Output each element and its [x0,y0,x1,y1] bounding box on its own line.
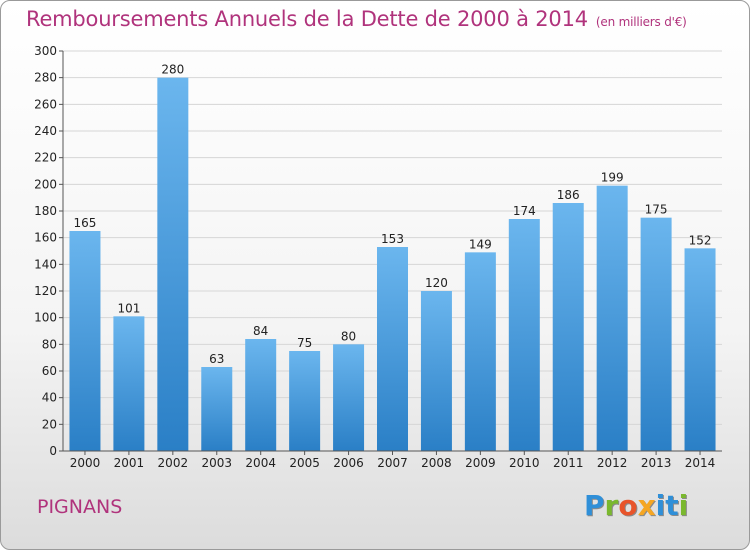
axes: 0 20 40 60 80 100 120 140 160 180 200 220 240 260 280 3… [34,44,722,470]
data-label: 149 [469,237,492,251]
x-tick-label: 2005 [289,456,320,470]
bar [113,316,145,451]
x-tick-label: 2002 [158,456,189,470]
y-tick-label: 140 [34,257,57,271]
data-label: 186 [557,188,580,202]
logo-letter: P [584,489,605,522]
bar [640,217,672,451]
chart-unit: (en milliers d'€) [595,15,687,29]
logo-letter: r [604,489,619,522]
logo-letter: i [655,489,666,522]
bar [377,247,408,451]
bar [596,185,628,451]
x-tick-label: 2003 [201,456,232,470]
y-tick-label: 260 [34,97,57,111]
y-tick-label: 100 [34,311,57,325]
y-tick-label: 220 [34,151,57,165]
data-label: 165 [74,216,97,230]
chart-title-text: Remboursements Annuels de la Dette de 20… [26,7,588,31]
x-tick-label: 2004 [245,456,276,470]
data-label: 280 [161,63,184,77]
y-tick-label: 120 [34,284,57,298]
data-label: 84 [253,324,268,338]
bars: 165 101 280 63 84 75 80 153 120 149 174 186 199 175 15… [69,63,716,452]
logo-letter: i [678,489,689,522]
x-tick-label: 2013 [641,456,672,470]
y-tick-label: 240 [34,124,57,138]
x-tick-label: 2009 [465,456,496,470]
y-tick-label: 80 [42,337,57,351]
y-tick-label: 20 [42,417,57,431]
y-tick-label: 160 [34,231,57,245]
proxiti-logo: Proxiti [584,489,688,522]
x-tick-label: 2014 [685,456,716,470]
y-tick-label: 0 [49,444,57,458]
bar [245,339,277,451]
bar [464,252,496,451]
data-label: 120 [425,276,448,290]
x-tick-label: 2006 [333,456,364,470]
chart-title: Remboursements Annuels de la Dette de 20… [26,7,687,31]
y-tick-label: 60 [42,364,57,378]
y-tick-label: 200 [34,177,57,191]
bar [289,351,321,451]
x-tick-label: 2001 [114,456,145,470]
logo-letter: o [618,489,638,522]
data-label: 80 [341,329,356,343]
bar [333,344,365,451]
logo-letter: t [665,489,679,522]
data-label: 101 [117,301,140,315]
x-tick-label: 2000 [70,456,101,470]
data-label: 63 [209,352,224,366]
bar [157,77,189,452]
y-tick-label: 40 [42,391,57,405]
bar [508,219,540,451]
x-tick-label: 2011 [553,456,584,470]
data-label: 75 [297,336,312,350]
y-tick-label: 300 [34,44,57,58]
x-tick-label: 2008 [421,456,452,470]
bar [552,203,584,451]
x-tick-label: 2012 [597,456,628,470]
data-label: 174 [513,204,536,218]
bar [201,367,233,451]
x-tick-label: 2010 [509,456,540,470]
bar [420,291,452,451]
data-label: 152 [689,233,712,247]
commune-name: PIGNANS [37,496,123,518]
bar [684,248,716,451]
x-tick-label: 2007 [377,456,408,470]
y-tick-label: 280 [34,71,57,85]
data-label: 175 [645,203,668,217]
logo-letter: x [637,489,656,522]
bar [69,231,101,451]
data-label: 199 [601,171,624,185]
y-tick-label: 180 [34,204,57,218]
data-label: 153 [381,232,404,246]
